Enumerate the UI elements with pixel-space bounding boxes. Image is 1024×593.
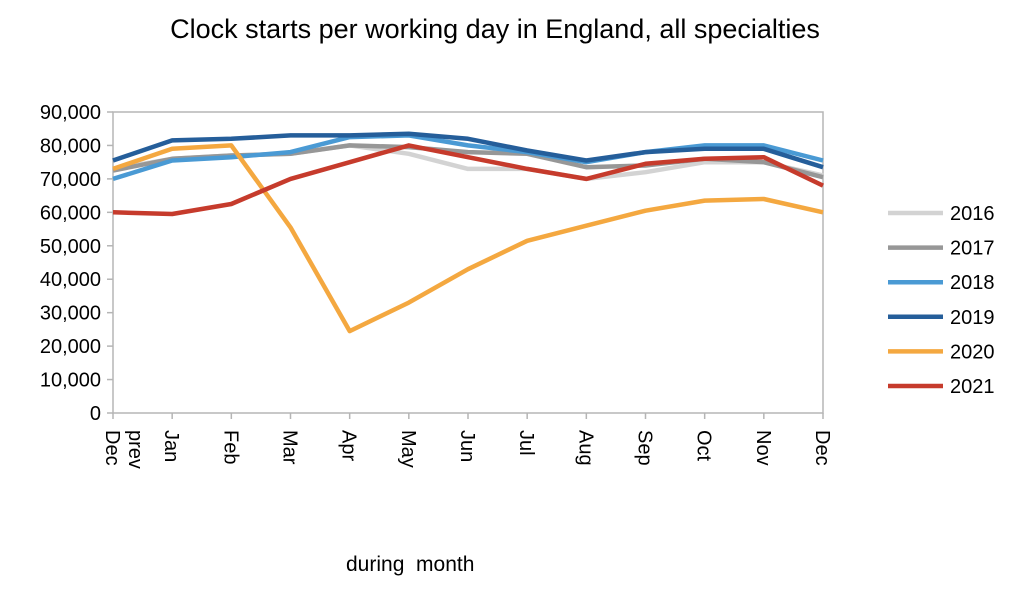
x-tick-label-group: Mar <box>279 430 301 465</box>
series-line-2019 <box>112 131 824 170</box>
legend-label-2016: 2016 <box>950 203 995 225</box>
axis-group: 0 10,000 20,000 30,000 40,000 50,000 60,000 70,… <box>40 102 833 469</box>
x-tick-label: Mar <box>279 430 301 465</box>
x-tick-label: Jan <box>160 430 182 462</box>
series-line-2020 <box>112 143 824 334</box>
chart-title: Clock starts per working day in England,… <box>170 14 820 44</box>
y-tick-label: 0 <box>90 403 101 425</box>
series-line-2021 <box>112 143 824 217</box>
x-tick-label-group: Nov <box>752 430 774 466</box>
y-tick-label: 20,000 <box>40 336 101 358</box>
x-tick-label-group: Oct <box>693 430 715 462</box>
y-tick-label: 30,000 <box>40 303 101 325</box>
x-tick-label-group: Dec prev <box>101 430 146 469</box>
legend-label-2017: 2017 <box>950 238 995 260</box>
y-tick-label: 80,000 <box>40 135 101 157</box>
y-tick-label: 10,000 <box>40 370 101 392</box>
x-tick-label-group: Aug <box>574 430 596 466</box>
x-tick-label-group: Dec <box>811 430 833 466</box>
x-tick-label: Oct <box>693 430 715 462</box>
legend-label-2020: 2020 <box>950 341 995 363</box>
x-tick-label: Feb <box>219 430 241 464</box>
x-tick-label: Nov <box>752 430 774 466</box>
y-tick-label: 50,000 <box>40 236 101 258</box>
legend: 2016 2017 2018 2019 2020 2021 <box>888 203 995 398</box>
y-tick-label: 40,000 <box>40 269 101 291</box>
x-tick-label: May <box>397 430 419 468</box>
y-tick-label: 70,000 <box>40 169 101 191</box>
x-tick-label-group: Jan <box>160 430 182 462</box>
x-tick-label-group: May <box>397 430 419 468</box>
x-axis-title: during month <box>346 553 475 576</box>
series-lines <box>112 131 824 334</box>
x-tick-label: Apr <box>338 430 360 461</box>
x-tick-label: Jul <box>515 430 537 456</box>
x-tick-label: Dec <box>101 430 123 466</box>
x-tick-label: prev <box>124 430 146 469</box>
x-tick-label-group: Apr <box>338 430 360 461</box>
legend-label-2021: 2021 <box>950 376 995 398</box>
x-tick-label-group: Sep <box>634 430 656 466</box>
x-tick-label: Jun <box>456 430 478 462</box>
legend-label-2018: 2018 <box>950 272 995 294</box>
x-tick-label-group: Feb <box>219 430 241 464</box>
y-tick-label: 90,000 <box>40 102 101 124</box>
x-tick-label: Dec <box>811 430 833 466</box>
x-tick-label-group: Jul <box>515 430 537 456</box>
x-tick-label: Aug <box>574 430 596 466</box>
y-tick-label: 60,000 <box>40 202 101 224</box>
series-line-2018 <box>112 133 824 182</box>
legend-label-2019: 2019 <box>950 307 995 329</box>
x-tick-label: Sep <box>634 430 656 466</box>
x-tick-label-group: Jun <box>456 430 478 462</box>
